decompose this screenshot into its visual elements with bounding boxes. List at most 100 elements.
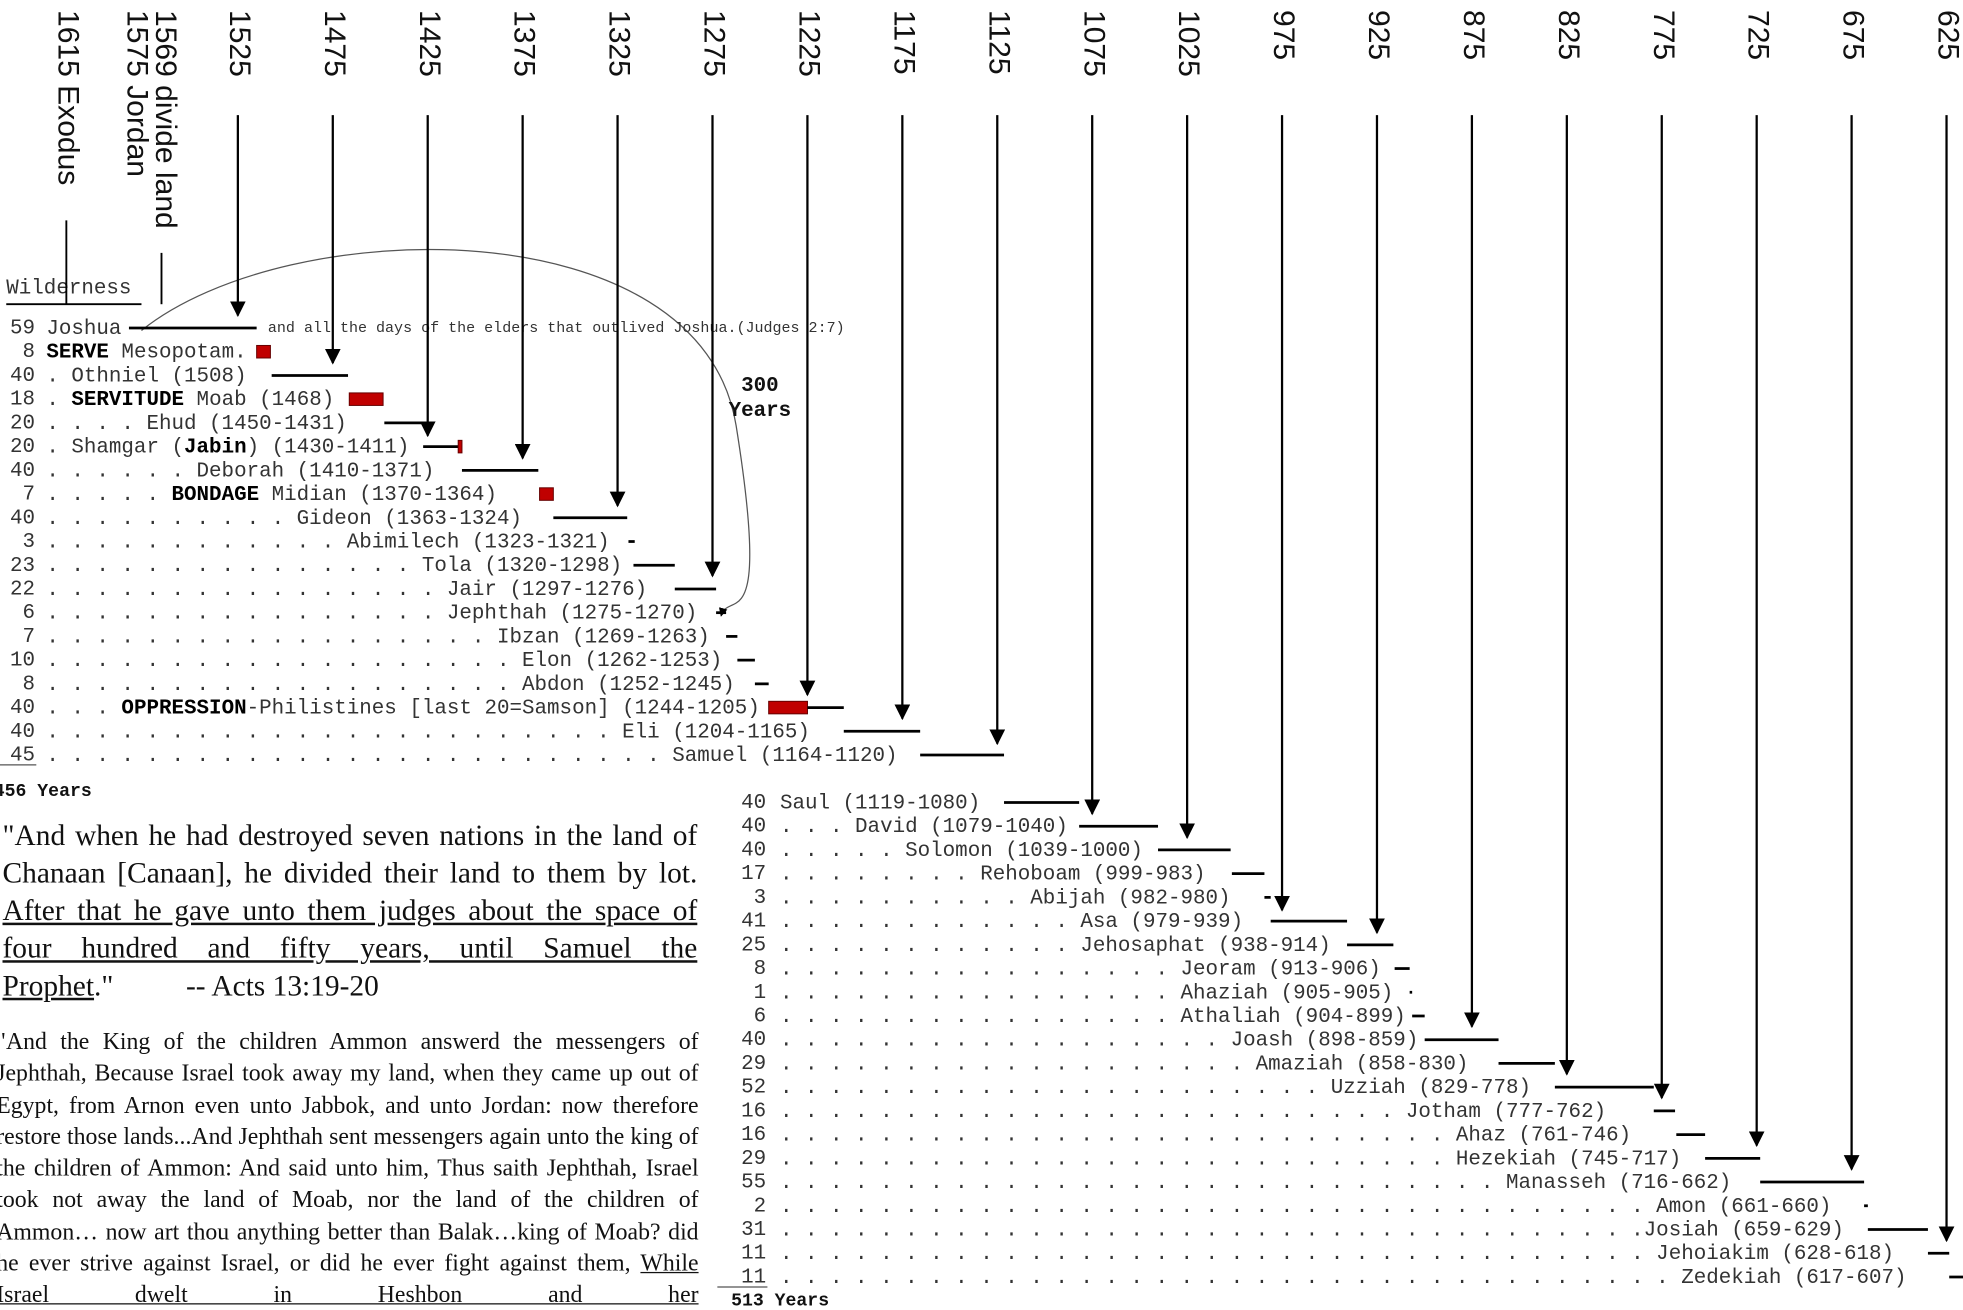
row-text: . . . . Ehud (1450-1431) — [46, 412, 346, 435]
joshua-note: and all the days of the elders that outl… — [268, 319, 845, 337]
event-label: 1575 Jordan — [120, 10, 153, 177]
row-label: . . . . . . . . . . . . . . . . . . . . … — [46, 745, 897, 768]
row-text: . . . . . . . . . . Abijah (982-980) — [780, 887, 1231, 910]
citation: -- Acts 13:19-20 — [186, 970, 379, 1003]
row-text: . . . . . . . . . . . . . . . . . . Joas… — [780, 1029, 1418, 1052]
row-count: 8 — [754, 958, 767, 981]
row-count: 40 — [10, 460, 35, 483]
row-count: 52 — [741, 1077, 766, 1100]
year-label: 1275 — [698, 10, 731, 77]
acts-quote: "And when he had destroyed seven nations… — [3, 817, 698, 1005]
event-label: 1615 Exodus — [51, 10, 84, 185]
quote-text: While Israel dwelt in Heshbon and her — [0, 1250, 699, 1309]
row-count: 6 — [23, 602, 36, 625]
row-count: 11 — [741, 1266, 766, 1289]
row-label: . Shamgar (Jabin) (1430-1411) — [46, 436, 409, 459]
year-label: 1025 — [1172, 10, 1205, 77]
row-text: . . . . . . . . . . . . . . . . Jephthah… — [46, 602, 697, 625]
row-text: . . . . . . . . . . . . . . . . Ahaziah … — [780, 982, 1393, 1005]
row-text: . . . . . Solomon (1039-1000) — [780, 839, 1143, 862]
bold-word: SERVITUDE — [71, 389, 184, 412]
row-text: Moab (1468) — [184, 389, 334, 412]
bold-word: SERVE — [46, 341, 109, 364]
quote-text: After that he gave unto them judges abou… — [2, 895, 698, 1003]
row-text: . . . . . . . . . . Gideon (1363-1324) — [46, 507, 522, 530]
row-count: 41 — [741, 911, 766, 934]
year-label: 925 — [1362, 10, 1395, 60]
row-label: . . . . . . . . . . . . . . . . . . . Am… — [780, 1053, 1468, 1076]
row-text: . — [46, 389, 71, 412]
row-count: 10 — [10, 650, 35, 673]
row-text: . . . . . . . . . . . . . . . . . . . . … — [780, 1172, 1731, 1195]
row-label: . . . . . . . . . . . . . . . . . . . . … — [780, 1100, 1606, 1123]
bold-word: BONDAGE — [172, 484, 260, 507]
year-label: 875 — [1457, 10, 1490, 60]
row-label: . . . . . . . . . . . . . . . . Jair (12… — [46, 578, 647, 601]
row-text: . . . . . . . . . . . . . . . . . . . Ab… — [46, 673, 734, 696]
row-text: . . . . . . . . Rehoboam (999-983) — [780, 863, 1206, 886]
row-count: 29 — [741, 1148, 766, 1171]
row-text: . . . . . . . . . . . . . . . . . . . . … — [780, 1124, 1631, 1147]
row-label: . . . OPPRESSION-Philistines [last 20=Sa… — [46, 697, 760, 720]
row-text: . . . . . . . . . . . . . . . . Jair (12… — [46, 578, 647, 601]
kings-total: 513 Years — [731, 1292, 829, 1310]
row-count: 11 — [741, 1243, 766, 1266]
row-text: . Othniel (1508) — [46, 365, 246, 388]
row-text: . . . . . . . . . . . . Abimilech (1323-… — [46, 531, 609, 554]
row-text: -Philistines [last 20=Samson] (1244-1205… — [247, 697, 760, 720]
row-count: 29 — [741, 1053, 766, 1076]
row-text: . . . . . . . . . . . . . . . . . . . . … — [780, 1195, 1831, 1218]
row-label: SERVE Mesopotam. — [46, 341, 246, 364]
wilderness-label: Wilderness — [6, 277, 131, 300]
row-label: . . . . . . . . . . . . . . . . Jeoram (… — [780, 958, 1381, 981]
row-count: 20 — [10, 436, 35, 459]
row-count: 55 — [741, 1172, 766, 1195]
judges-total: 456 Years — [0, 782, 92, 802]
year-label: 1375 — [508, 10, 541, 77]
year-label: 1125 — [982, 10, 1015, 75]
row-text: . . . . . — [46, 484, 171, 507]
row-text: . . . . . . . . . . . . . . . . Jeoram (… — [780, 958, 1381, 981]
row-label: . . . . Ehud (1450-1431) — [46, 412, 346, 435]
row-count: 40 — [10, 721, 35, 744]
row-count: 22 — [10, 578, 35, 601]
row-count: 17 — [741, 863, 766, 886]
row-count: 7 — [23, 484, 36, 507]
row-text: . Shamgar ( — [46, 436, 184, 459]
bold-word: Jabin — [184, 436, 247, 459]
row-label: . . . . . . . . . . Abijah (982-980) — [780, 887, 1231, 910]
row-text: . . . . . . . . . . . . . . . . . . . . … — [780, 1148, 1681, 1171]
row-text: ) (1430-1411) — [247, 436, 410, 459]
row-label: . . . . . . . . . . . . . . . Tola (1320… — [46, 555, 622, 578]
row-label: . . . . . . . . . . . . . . . . . . . . … — [780, 1195, 1831, 1218]
row-count: 40 — [741, 1029, 766, 1052]
row-label: Joshua — [46, 318, 121, 341]
row-text: . . . . . . . . . . . . . . . . . . . . … — [46, 745, 897, 768]
row-count: 23 — [10, 555, 35, 578]
row-count: 8 — [23, 341, 36, 364]
row-text: . . . — [46, 697, 121, 720]
row-text: . . . . . . . . . . . . Jehosaphat (938-… — [780, 934, 1331, 957]
row-count: 3 — [754, 887, 767, 910]
row-label: . . . . . . . . . . . . . . . . Jephthah… — [46, 602, 697, 625]
row-label: . . . . . BONDAGE Midian (1370-1364) — [46, 484, 497, 507]
row-count: 8 — [23, 673, 36, 696]
row-text: . . . . . . . . . . . . . . . . . . . . … — [46, 721, 810, 744]
row-label: . . . . . . . . . . . . . . . . . . Ibza… — [46, 626, 709, 649]
year-label: 1075 — [1077, 10, 1110, 77]
row-text: . . . . . . . . . . . . . . . . . . . Am… — [780, 1053, 1468, 1076]
row-label: . . . . . . . . . . . . . . . . . . . El… — [46, 650, 722, 673]
year-label: 775 — [1647, 10, 1680, 60]
row-text: . . . . . . . . . . . . . . . . . . . . … — [780, 1100, 1606, 1123]
row-label: . . . David (1079-1040) — [780, 816, 1068, 839]
row-text: . . . . . . . . . . . . . . . . . . . . … — [780, 1266, 1907, 1289]
row-label: . . . . . . . . Rehoboam (999-983) — [780, 863, 1206, 886]
year-label: 1175 — [887, 10, 920, 75]
row-label: . . . . . . . . . . . . . . . . . . . . … — [780, 1172, 1731, 1195]
row-label: . . . . . . . . . . . . . . . . . . . . … — [780, 1219, 1844, 1242]
row-label: . . . . . . . . . . . . . . . . . . . . … — [780, 1077, 1531, 1100]
row-text: Saul (1119-1080) — [780, 792, 980, 815]
row-text: . . . . . . . . . . . . . . . . . . Ibza… — [46, 626, 709, 649]
row-label: . . . . . . . . . . . . Abimilech (1323-… — [46, 531, 609, 554]
